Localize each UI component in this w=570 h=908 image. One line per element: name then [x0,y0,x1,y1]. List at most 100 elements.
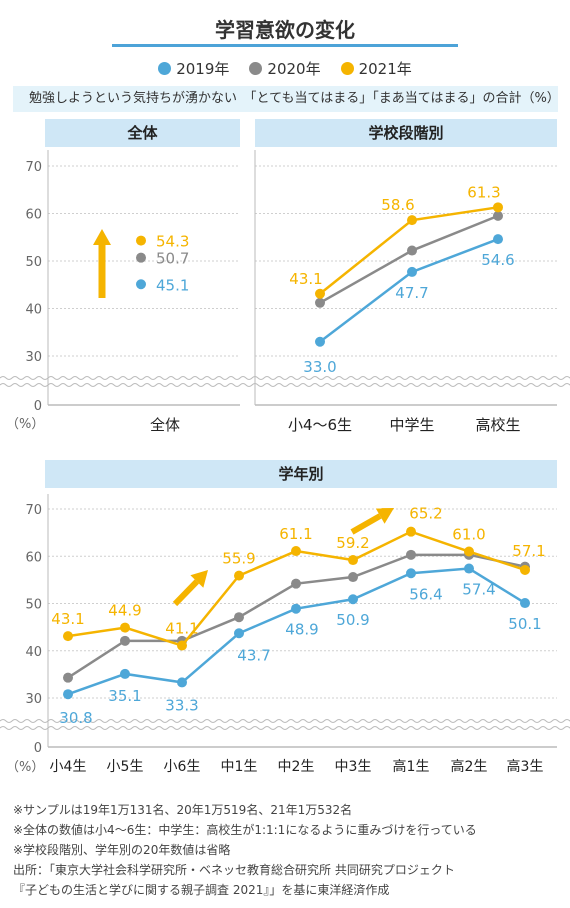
chart-title: 学習意欲の変化 [215,18,355,42]
data-point [120,635,130,646]
x-tick-label: 高校生 [475,416,520,434]
panel-header-school: 学校段階別 [255,119,557,147]
data-point [406,526,416,537]
data-label: 45.1 [156,276,189,294]
trend-arrow-elementary-head [190,570,208,588]
data-point [291,546,301,557]
x-tick-label: 高2生 [451,758,488,775]
data-label: 54.6 [481,251,514,269]
data-point [291,578,301,589]
x-tick-label: 小6生 [164,759,201,775]
y-tick-label: 60 [25,550,42,565]
data-point [520,564,530,575]
data-label: 44.9 [108,602,141,620]
y-tick-label: 30 [25,692,42,707]
data-point [136,235,146,246]
data-point [291,603,301,614]
data-point [407,215,417,226]
y-tick-label: 40 [25,303,42,318]
data-point [234,570,244,581]
x-tick-label: 中1生 [221,759,258,775]
legend-dot-2019 [158,62,172,75]
data-label: 33.3 [165,696,198,714]
x-tick-label: 中3生 [335,759,372,775]
footnote-line: ※全体の数値は小4〜6生：中学生：高校生が1:1:1になるように重みづけを行って… [13,823,477,837]
data-label: 30.8 [59,709,92,727]
data-label: 59.2 [336,534,369,552]
y-tick-label: 40 [25,645,42,660]
unit-label: （%） [6,417,44,432]
x-tick-label: 中学生 [389,416,434,434]
data-point [63,672,73,683]
data-point [315,336,325,347]
data-point [406,549,416,560]
data-label: 50.9 [336,611,369,629]
panel-header-grade: 学年別 [45,460,557,488]
data-point [177,677,187,688]
unit-label: （%） [6,760,44,775]
data-label: 54.3 [156,233,189,251]
x-tick-label: 小5生 [107,759,144,775]
x-tick-label: 高3生 [507,758,544,775]
legend-label-2021: 2021年 [358,60,412,78]
data-point [63,689,73,700]
data-point [234,628,244,639]
data-point [464,563,474,574]
data-label: 43.1 [51,610,84,628]
x-tick-label: 全体 [150,416,180,434]
legend-dot-2021 [340,62,354,75]
legend-label-2019: 2019年 [176,60,230,78]
legend-item-2020: 2020年 [249,58,321,79]
data-label: 47.7 [395,284,428,302]
y-tick-label: 30 [25,350,42,365]
source-line: 出所：「東京大学社会科学研究所・ベネッセ教育総合研究所 共同研究プロジェクト [13,863,455,877]
data-label: 50.1 [508,615,541,633]
data-label: 43.1 [289,270,322,288]
trend-arrow-high-head [375,508,394,524]
y-tick-label: 0 [34,741,42,756]
data-label: 41.1 [165,620,198,638]
data-point [520,598,530,609]
data-point [120,622,130,633]
data-point [493,210,503,221]
data-point [407,245,417,256]
data-point [315,288,325,299]
source-line: 『子どもの生活と学びに関する親子調査 2021』」を基に東洋経済作成 [13,883,390,897]
y-tick-label: 70 [25,160,42,175]
data-point [493,202,503,213]
y-tick-label: 0 [34,399,42,414]
trend-arrow-overall-head [93,229,111,245]
data-point [348,572,358,583]
panel-header-overall: 全体 [45,119,240,147]
data-point [136,279,146,290]
x-tick-label: 高1生 [393,758,430,775]
data-label: 56.4 [409,585,442,603]
data-point [315,297,325,308]
footnote-line: ※学校段階別、学年別の20年数値は省略 [13,843,231,857]
data-point [234,612,244,623]
chart-subtitle: 勉強しようという気持ちが湧かない 「とても当てはまる」「まあ当てはまる」の合計（… [13,86,560,112]
y-tick-label: 60 [25,208,42,223]
data-point [63,631,73,642]
data-point [464,546,474,557]
y-tick-label: 70 [25,503,42,518]
y-tick-label: 50 [25,598,42,613]
axis-break-bottom [0,719,570,730]
y-tick-label: 50 [25,255,42,270]
data-label: 57.4 [462,581,495,599]
legend-label-2020: 2020年 [267,60,321,78]
data-point [406,568,416,579]
data-label: 48.9 [285,621,318,639]
trend-arrow-high-shaft [350,513,382,535]
trend-arrow-elementary-shaft [172,579,200,607]
data-label: 61.0 [452,526,485,544]
data-point [177,640,187,651]
legend-item-2019: 2019年 [158,58,229,79]
data-label: 50.7 [156,250,189,268]
data-label: 35.1 [108,687,141,705]
legend: 2019年 2020年 2021年 [0,58,570,79]
data-label: 61.1 [279,525,312,543]
footnotes: ※サンプルは19年1万131名、20年1万519名、21年1万532名 ※全体の… [13,800,477,900]
data-point [120,668,130,679]
